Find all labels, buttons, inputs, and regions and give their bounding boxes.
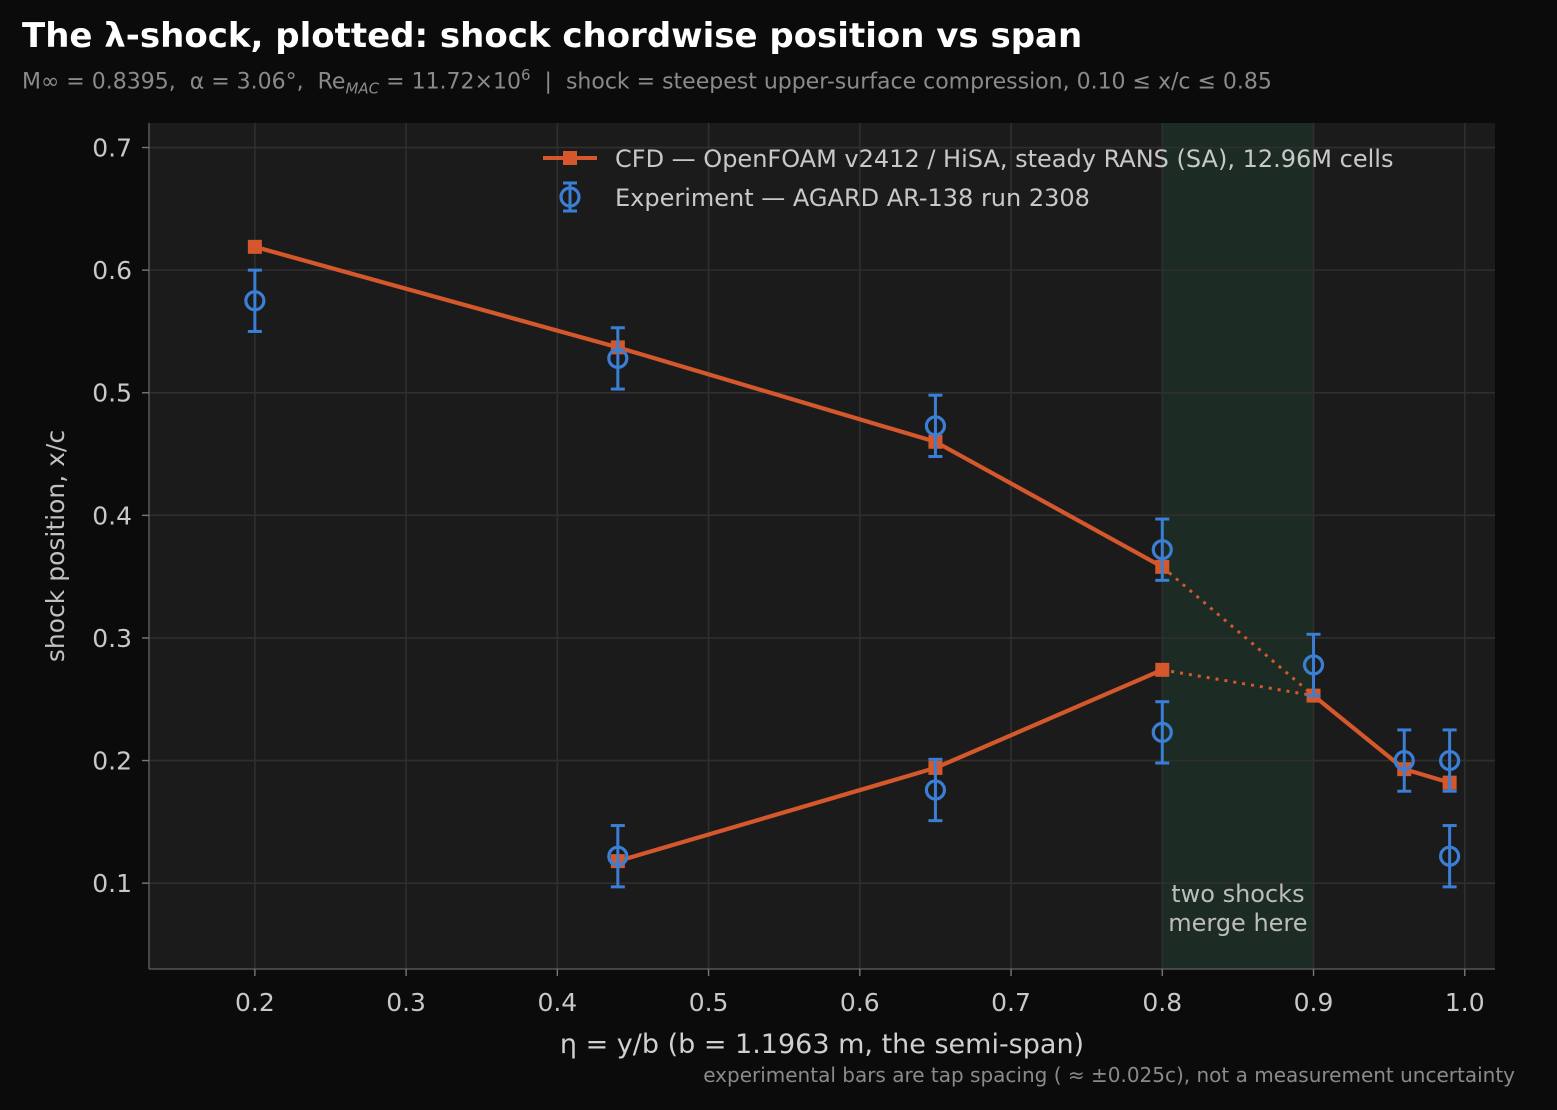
x-axis-label: η = y/b (b = 1.1963 m, the semi-span) xyxy=(560,1029,1084,1060)
subtitle-alpha: α = 3.06°, xyxy=(189,69,304,95)
y-tick-label: 0.1 xyxy=(92,869,132,898)
experiment-marker xyxy=(607,347,629,370)
y-tick-label: 0.6 xyxy=(92,256,132,285)
legend-cfd-label: CFD — OpenFOAM v2412 / HiSA, steady RANS… xyxy=(615,145,1393,173)
x-tick-label: 0.6 xyxy=(840,988,880,1017)
cfd-marker xyxy=(247,239,262,254)
y-tick-label: 0.3 xyxy=(92,624,132,653)
cfd-merge-line xyxy=(1162,668,1314,698)
y-tick-label: 0.7 xyxy=(92,134,132,163)
experiment-marker xyxy=(1439,749,1461,772)
x-tick-label: 0.3 xyxy=(386,988,426,1017)
y-tick-label: 0.2 xyxy=(92,747,132,776)
experiment-marker xyxy=(924,415,947,437)
experiment-marker xyxy=(1439,845,1461,867)
x-tick-label: 0.2 xyxy=(235,988,275,1017)
subtitle-definition: shock = steepest upper-surface compressi… xyxy=(565,69,1272,95)
cfd-merge-line xyxy=(1161,565,1315,697)
cfd-line xyxy=(254,244,1164,569)
subtitle-separator: | xyxy=(544,69,552,95)
x-tick-label: 0.8 xyxy=(1142,988,1182,1017)
y-tick-label: 0.5 xyxy=(92,379,132,408)
experiment-marker xyxy=(1151,539,1173,561)
experiment-marker xyxy=(1151,721,1173,743)
cfd-marker xyxy=(1155,662,1170,677)
experiment-marker xyxy=(244,290,266,312)
merge-annotation-line2: merge here xyxy=(1168,909,1307,937)
subtitle-re-sub: MAC xyxy=(345,79,380,98)
subtitle-re-exp: 6 xyxy=(520,66,531,84)
subtitle-re-prefix: Re xyxy=(317,69,346,95)
merge-annotation-line1: two shocks xyxy=(1171,880,1304,908)
y-axis-label: shock position, x/c xyxy=(41,430,70,662)
experiment-marker xyxy=(1393,749,1415,772)
x-tick-label: 0.9 xyxy=(1294,988,1334,1017)
subtitle-re-value: = 11.72×10 xyxy=(386,69,521,95)
y-tick-label: 0.4 xyxy=(92,501,132,530)
x-tick-label: 1.0 xyxy=(1445,988,1485,1017)
experiment-marker xyxy=(607,845,629,867)
subtitle-mach: M∞ = 0.8395, xyxy=(22,69,176,95)
chart-footnote: experimental bars are tap spacing ( ≈ ±0… xyxy=(703,1063,1515,1087)
x-tick-label: 0.5 xyxy=(689,988,729,1017)
legend: CFD — OpenFOAM v2412 / HiSA, steady RANS… xyxy=(543,145,1393,213)
chart-title: The λ-shock, plotted: shock chordwise po… xyxy=(22,16,1083,56)
x-tick-label: 0.7 xyxy=(991,988,1031,1017)
chart-subtitle: M∞ = 0.8395, α = 3.06°, ReMAC = 11.72×10… xyxy=(22,66,1272,98)
legend-experiment-marker xyxy=(559,186,581,208)
merge-region-band xyxy=(1162,123,1314,969)
experiment-marker xyxy=(1302,654,1325,676)
legend-cfd-marker xyxy=(563,151,577,165)
legend-experiment-label: Experiment — AGARD AR-138 run 2308 xyxy=(615,184,1090,212)
experiment-marker xyxy=(924,779,947,801)
x-tick-label: 0.4 xyxy=(537,988,577,1017)
